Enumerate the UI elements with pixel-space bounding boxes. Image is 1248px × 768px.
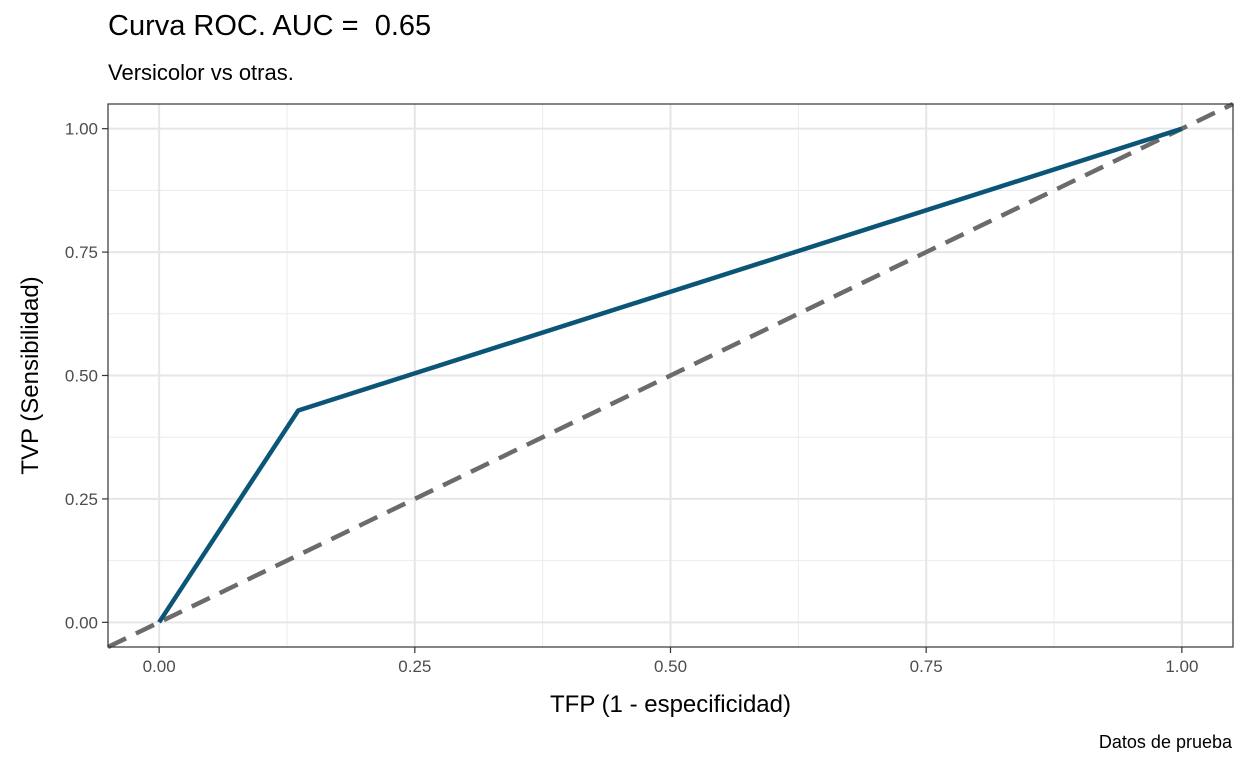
roc-curve-line (157, 126, 1183, 624)
x-tick-label: 0.75 (910, 657, 943, 676)
x-tick-label: 0.25 (398, 657, 431, 676)
series-layer (157, 126, 1183, 624)
x-tick-label: 0.00 (143, 657, 176, 676)
chart-title: Curva ROC. AUC = 0.65 (108, 10, 432, 42)
y-tick-label: 1.00 (65, 120, 98, 139)
diagonal-reference-line (107, 101, 1234, 650)
x-tick-label: 1.00 (1165, 657, 1198, 676)
x-tick-label: 0.50 (654, 657, 687, 676)
x-axis-title: TFP (1 - especificidad) (550, 691, 791, 718)
y-tick-label: 0.50 (65, 367, 98, 386)
reference-layer (107, 101, 1234, 650)
y-tick-label: 0.75 (65, 243, 98, 262)
chart-subtitle: Versicolor vs otras. (108, 60, 294, 85)
y-axis-title: TVP (Sensibilidad) (17, 276, 44, 474)
axis-ticks: 0.00 0.25 0.50 0.75 1.00 0.00 0.25 0.50 0.75 1.00 (65, 120, 1199, 676)
y-tick-label: 0.00 (65, 613, 98, 632)
panel-border (107, 103, 1234, 648)
chart-caption: Datos de prueba (1098, 732, 1232, 752)
y-tick-label: 0.25 (65, 490, 98, 509)
